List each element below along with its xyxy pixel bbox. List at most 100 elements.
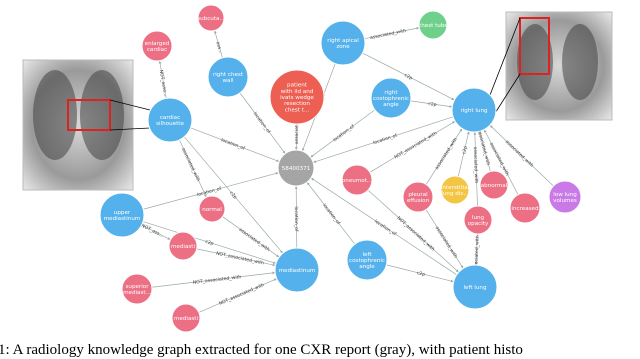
edge-label: NOT_associated_with — [215, 251, 264, 267]
node-label: abnormal — [481, 183, 508, 189]
node — [99, 192, 145, 238]
edge-label: c2p — [416, 270, 426, 278]
edge — [151, 271, 276, 288]
edge — [196, 248, 276, 267]
edge-label: location_of — [321, 203, 341, 227]
edge-label: ass... — [214, 41, 222, 54]
edge — [364, 26, 420, 40]
node-label: upper mediastinum — [104, 210, 141, 222]
node-label: mediastinum — [279, 268, 316, 274]
node-label: right apical zone — [327, 38, 359, 50]
node-label-line: mediastinum — [104, 216, 141, 222]
node-label-line: left lung — [463, 285, 486, 291]
node-label-line: costophrenic — [349, 258, 385, 264]
edge-label: NOT_associated_with — [396, 215, 436, 252]
edge-label: NOT_ass... — [140, 223, 164, 239]
node — [274, 247, 320, 293]
node-label-line: lung dis... — [441, 191, 469, 197]
edge — [425, 209, 464, 269]
caption: 1: A radiology knowledge graph extracted… — [0, 342, 523, 358]
node — [269, 69, 325, 125]
node-label-line: costophrenic — [373, 96, 409, 102]
node-label: interstitial lung dis... — [441, 185, 470, 197]
node — [171, 303, 201, 333]
node — [479, 170, 509, 200]
node-label-line: pneumot... — [342, 178, 373, 184]
edge — [179, 139, 207, 198]
edge-label: associated_with — [434, 225, 459, 259]
node-label-line: right — [384, 90, 398, 96]
node-label-line: chest tube — [418, 23, 448, 29]
edge-label: c2p — [428, 101, 437, 108]
edge-label: c2p — [403, 72, 413, 81]
node-label: left costophrenic angle — [349, 252, 385, 270]
node-label-line: chest t... — [285, 107, 310, 113]
node-label-line: ivats wedge — [280, 95, 314, 101]
node-label-line: interstitial — [441, 185, 470, 191]
edge-label: c2p — [204, 239, 214, 247]
edge — [143, 172, 279, 210]
edge — [474, 233, 478, 266]
node — [198, 195, 226, 223]
node — [440, 175, 470, 205]
node-label-line: abnormal — [481, 183, 508, 189]
edge-label: c2p — [461, 145, 469, 155]
node-label: superior mediast... — [123, 284, 151, 296]
node-label: mediasti — [174, 316, 199, 322]
node-label-line: right chest — [213, 72, 244, 78]
edge — [190, 127, 280, 162]
edge — [489, 124, 554, 187]
edge — [198, 278, 277, 313]
node-label-line: enlarged — [145, 41, 170, 47]
node-label-line: lung — [472, 215, 485, 221]
node-label-line: mediasti — [174, 316, 199, 322]
edge — [222, 216, 280, 258]
edge — [183, 136, 284, 254]
xray-right — [489, 11, 613, 121]
node-label-line: angle — [383, 102, 399, 108]
edge-label: associated_with — [472, 147, 479, 184]
xray-left — [22, 59, 151, 191]
edge-label: associated_with — [504, 139, 535, 169]
edge-label: NOT_associated_with — [393, 130, 438, 160]
edge-label: NOT_asso... — [158, 69, 169, 97]
node — [147, 97, 193, 143]
edge — [386, 264, 454, 283]
node-label-line: pleural — [408, 192, 428, 198]
node-label: normal — [202, 207, 222, 213]
edge — [141, 224, 171, 240]
edge-label: associated_with — [238, 227, 271, 253]
edge — [158, 60, 167, 99]
node — [370, 77, 412, 119]
node — [451, 87, 497, 133]
node-label-line: right lung — [460, 108, 488, 114]
edge — [410, 100, 453, 108]
node-label-line: zone — [336, 44, 350, 50]
node — [548, 180, 582, 214]
node-label-line: normal — [202, 207, 222, 213]
node-label-line: cardiac — [160, 115, 180, 121]
node-label-line: upper — [114, 210, 131, 216]
edge-label: associat... — [294, 121, 300, 144]
node-label-line: increased — [511, 206, 539, 212]
node-label-line: silhouette — [156, 121, 184, 127]
node-label: left lung — [463, 285, 486, 291]
edge-label: location_of — [372, 133, 398, 147]
node-label: subcuta... — [197, 16, 225, 22]
edge-label: associated_with — [434, 137, 459, 171]
edge — [239, 92, 286, 154]
edge — [457, 131, 470, 177]
node-label: patient with ild and ivats wedge resection c… — [280, 83, 314, 114]
node-label: enlarged cardiac — [145, 41, 170, 53]
node-label: increased — [511, 206, 539, 212]
node-label-line: mediasti — [171, 244, 196, 250]
node-label-line: patient — [287, 83, 308, 89]
node-label-line: mediast... — [123, 290, 151, 296]
edge — [310, 177, 457, 276]
edge-label: location_of — [220, 137, 246, 152]
node — [141, 30, 173, 62]
edge — [142, 221, 277, 264]
edge-label: location_of — [293, 206, 299, 231]
